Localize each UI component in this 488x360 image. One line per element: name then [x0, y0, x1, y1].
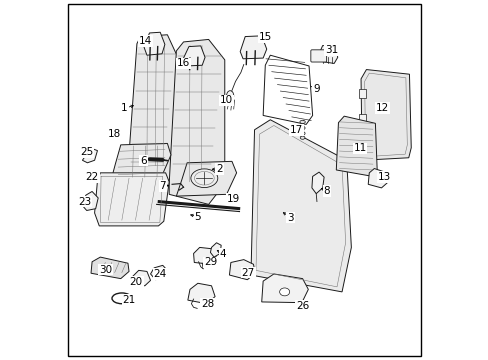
FancyBboxPatch shape	[310, 50, 326, 62]
Polygon shape	[240, 36, 266, 59]
Polygon shape	[130, 270, 150, 286]
Text: 29: 29	[203, 257, 217, 267]
Text: 1: 1	[121, 103, 127, 113]
Text: 7: 7	[159, 181, 166, 191]
Polygon shape	[91, 257, 129, 279]
FancyBboxPatch shape	[359, 89, 365, 98]
Ellipse shape	[300, 136, 305, 139]
Polygon shape	[94, 173, 169, 226]
Text: 23: 23	[78, 197, 91, 207]
Text: 9: 9	[312, 84, 319, 94]
Text: 14: 14	[139, 36, 152, 46]
Polygon shape	[336, 116, 376, 176]
Polygon shape	[183, 46, 204, 66]
Polygon shape	[193, 247, 216, 264]
Polygon shape	[81, 192, 98, 211]
Text: 30: 30	[99, 265, 112, 275]
Text: 16: 16	[177, 58, 190, 68]
Polygon shape	[187, 283, 215, 304]
Polygon shape	[176, 161, 236, 196]
Polygon shape	[144, 32, 164, 55]
Polygon shape	[229, 260, 255, 280]
Ellipse shape	[226, 91, 233, 101]
Text: 17: 17	[289, 125, 303, 135]
Text: 21: 21	[122, 295, 135, 305]
Text: 5: 5	[194, 212, 201, 221]
Text: 20: 20	[129, 277, 142, 287]
Text: 8: 8	[323, 186, 329, 196]
Polygon shape	[210, 243, 221, 257]
Polygon shape	[111, 143, 171, 180]
Polygon shape	[82, 148, 97, 163]
Text: 11: 11	[353, 143, 366, 153]
Ellipse shape	[300, 132, 305, 135]
Polygon shape	[311, 172, 324, 194]
Polygon shape	[169, 40, 224, 204]
Text: 2: 2	[216, 164, 222, 174]
Ellipse shape	[279, 288, 289, 296]
Text: 31: 31	[324, 45, 337, 55]
Ellipse shape	[300, 126, 305, 130]
Polygon shape	[261, 274, 308, 303]
Text: 26: 26	[295, 301, 308, 311]
Text: 3: 3	[286, 213, 293, 222]
Polygon shape	[150, 265, 167, 280]
Polygon shape	[250, 120, 351, 292]
Text: 19: 19	[226, 194, 239, 204]
Text: 25: 25	[80, 147, 93, 157]
Text: 18: 18	[108, 129, 121, 139]
Ellipse shape	[299, 120, 305, 123]
Text: 22: 22	[85, 172, 99, 182]
Polygon shape	[367, 168, 386, 188]
Polygon shape	[360, 69, 410, 160]
Text: 15: 15	[258, 32, 271, 42]
Polygon shape	[128, 35, 178, 190]
Ellipse shape	[190, 169, 217, 188]
Text: 28: 28	[201, 299, 214, 309]
Text: 6: 6	[140, 156, 146, 166]
Text: 12: 12	[375, 103, 388, 113]
Text: 24: 24	[153, 269, 166, 279]
Text: 27: 27	[241, 267, 254, 278]
FancyBboxPatch shape	[359, 114, 365, 123]
Text: 13: 13	[377, 172, 390, 182]
Text: 10: 10	[220, 95, 233, 105]
Polygon shape	[317, 45, 337, 63]
Text: 4: 4	[219, 248, 226, 258]
